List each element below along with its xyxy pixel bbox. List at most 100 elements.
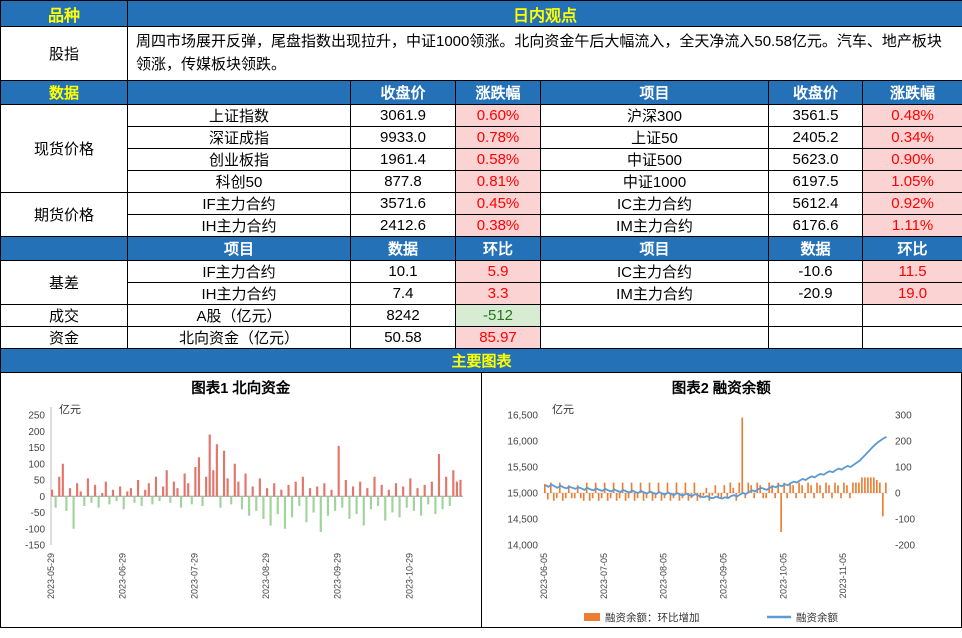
x-axis-labels: 2023-06-05 2023-07-05 2023-08-05 2023-09-05…: [539, 553, 848, 599]
spot-2-close2: 5623.0: [768, 147, 863, 171]
spot-2-chg2: 0.90%: [861, 147, 962, 171]
fut-1-name2: IM主力合约: [540, 213, 769, 237]
fut-1-chg1: 0.38%: [455, 213, 541, 237]
basis-1-name1: IH主力合约: [127, 281, 351, 305]
fut-0-chg2: 0.92%: [861, 191, 962, 215]
basis-0-name2: IC主力合约: [540, 259, 769, 283]
svg-text:15,500: 15,500: [507, 462, 538, 473]
svg-text:0: 0: [895, 488, 901, 499]
y-axis-unit: 亿元: [552, 403, 574, 416]
svg-text:融资余额：环比增加: 融资余额：环比增加: [605, 611, 700, 624]
flows-empty-2: [768, 325, 863, 349]
svg-text:-100: -100: [895, 514, 915, 525]
spot-1-chg2: 0.34%: [861, 125, 962, 149]
svg-text:16,000: 16,000: [507, 436, 538, 447]
section-label-turnover: 成交: [0, 303, 128, 327]
chart1-panel: 图表1 北向资金 250 200 150 100 50 0 -50 -100 -150 亿元 202…: [1, 373, 481, 627]
x-axis-labels: 2023-05-29 2023-06-29 2023-07-29 2023-08-29…: [46, 553, 414, 599]
spot-3-close1: 877.8: [350, 169, 456, 193]
spot-1-name1: 深证成指: [127, 125, 351, 149]
charts-row: 图表1 北向资金 250 200 150 100 50 0 -50 -100 -150 亿元 202…: [0, 372, 962, 628]
turnover-delta: -512: [455, 303, 541, 327]
fut-1-close1: 2412.6: [350, 213, 456, 237]
svg-text:100: 100: [895, 462, 912, 473]
turnover-name: A股（亿元）: [127, 303, 351, 327]
spot-1-chg1: 0.78%: [455, 125, 541, 149]
svg-text:14,500: 14,500: [507, 514, 538, 525]
basis-header-row: 项目 数据 环比 项目 数据 环比: [0, 235, 962, 261]
table-row-spot-3: 科创50 877.8 0.81% 中证1000 6197.5 1.05%: [1, 169, 962, 193]
left-axis-labels: 16,500 16,000 15,500 15,000 14,500 14,000: [507, 410, 538, 551]
svg-text:2023-11-05: 2023-11-05: [838, 553, 848, 598]
y-axis-unit: 亿元: [59, 403, 81, 416]
page-title: 日内观点: [126, 0, 962, 27]
header2-data-1: 数据: [350, 235, 456, 261]
legend-bar-swatch: [583, 612, 600, 621]
fut-0-name2: IC主力合约: [540, 191, 769, 215]
table-row-fut-1: IH主力合约 2412.6 0.38% IM主力合约 6176.6 1.11%: [1, 213, 962, 237]
table-row-spot-2: 创业板指 1961.4 0.58% 中证500 5623.0 0.90%: [1, 147, 962, 171]
svg-text:2023-08-29: 2023-08-29: [261, 553, 271, 599]
price-header-row: 数据 收盘价 涨跌幅 项目 收盘价 涨跌幅: [0, 79, 962, 105]
spot-3-chg1: 0.81%: [455, 169, 541, 193]
svg-text:-200: -200: [895, 540, 915, 551]
fut-1-name1: IH主力合约: [127, 213, 351, 237]
spot-2-chg1: 0.58%: [455, 147, 541, 171]
svg-text:16,500: 16,500: [507, 410, 538, 421]
basis-1-val2: -20.9: [768, 281, 863, 305]
fut-0-close1: 3571.6: [350, 191, 456, 215]
y-axis-labels: 250 200 150 100 50 0 -50 -100 -150: [25, 410, 45, 551]
svg-text:250: 250: [28, 410, 45, 421]
table-row-spot-0: 现货价格 上证指数 3061.9 0.60% 沪深300 3561.5 0.48…: [0, 103, 962, 193]
basis-1-mom2: 19.0: [861, 281, 962, 305]
basis-1-val1: 7.4: [350, 281, 456, 305]
basis-0-val2: -10.6: [768, 259, 863, 283]
viewpoint-text: 周四市场展开反弹，尾盘指数出现拉升，中证1000领涨。北向资金午后大幅流入，全天…: [126, 26, 962, 81]
flows-empty-3: [861, 325, 962, 349]
svg-text:14,000: 14,000: [507, 540, 538, 551]
basis-1-name2: IM主力合约: [540, 281, 769, 305]
header2-mom-1: 环比: [455, 235, 541, 261]
svg-text:2023-07-29: 2023-07-29: [189, 553, 199, 599]
viewpoint-row: 股指 周四市场展开反弹，尾盘指数出现拉升，中证1000领涨。北向资金午后大幅流入…: [0, 26, 962, 81]
table-row-flows: 资金 北向资金（亿元） 50.58 85.97: [0, 325, 962, 349]
table-row-turnover: 成交 A股（亿元） 8242 -512: [0, 303, 962, 327]
turnover-value: 8242: [350, 303, 456, 327]
charts-section-title: 主要图表: [0, 347, 962, 373]
svg-text:50: 50: [34, 475, 46, 486]
flow-bars: [51, 434, 462, 532]
flows-value: 50.58: [350, 325, 456, 349]
spot-0-name2: 沪深300: [540, 103, 769, 127]
spot-2-name2: 中证500: [540, 147, 769, 171]
spot-3-chg2: 1.05%: [861, 169, 962, 193]
section-label-basis: 基差: [0, 259, 128, 305]
turnover-empty-1: [540, 303, 769, 327]
legend: 融资余额：环比增加 融资余额: [583, 611, 838, 624]
title-row: 品种 日内观点: [0, 0, 962, 27]
fut-0-close2: 5612.4: [768, 191, 863, 215]
svg-text:2023-06-05: 2023-06-05: [539, 553, 549, 599]
basis-0-mom1: 5.9: [455, 259, 541, 283]
svg-text:-100: -100: [25, 524, 45, 535]
margin-balance-line: [544, 435, 887, 500]
svg-text:-150: -150: [25, 540, 45, 551]
header2-empty: [0, 235, 128, 261]
table-row-basis-0: 基差 IF主力合约 10.1 5.9 IC主力合约 -10.6 11.5: [0, 259, 962, 305]
turnover-empty-2: [768, 303, 863, 327]
right-axis-labels: 300 200 100 0 -100 -200: [895, 410, 915, 551]
report-table: 品种 日内观点 股指 周四市场展开反弹，尾盘指数出现拉升，中证1000领涨。北向…: [0, 0, 962, 373]
svg-text:2023-07-05: 2023-07-05: [598, 553, 608, 599]
header-data: 数据: [0, 79, 128, 105]
header-close-2: 收盘价: [768, 79, 863, 105]
header-chg-2: 涨跌幅: [861, 79, 962, 105]
svg-text:300: 300: [895, 410, 912, 421]
charts-header-row: 主要图表: [0, 347, 962, 373]
basis-0-name1: IF主力合约: [127, 259, 351, 283]
turnover-empty-3: [861, 303, 962, 327]
svg-text:0: 0: [39, 491, 45, 502]
chart1-title: 图表1 北向资金: [191, 380, 291, 397]
spot-0-chg2: 0.48%: [861, 103, 962, 127]
fut-1-close2: 6176.6: [768, 213, 863, 237]
